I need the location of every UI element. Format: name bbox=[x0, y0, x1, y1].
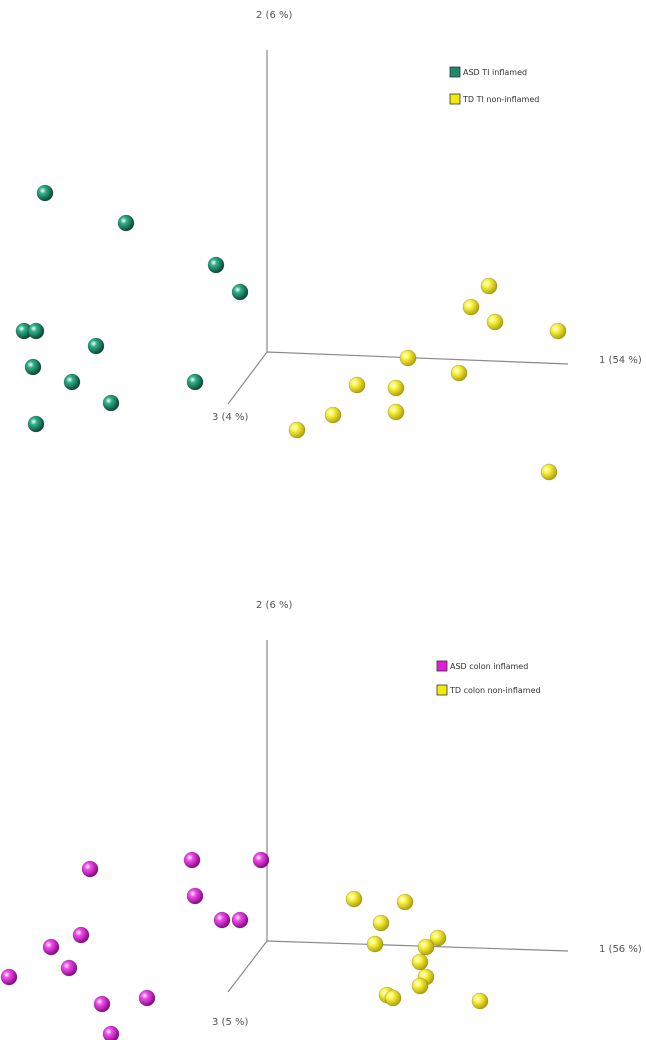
legend-swatch-asd-ti bbox=[449, 66, 461, 78]
point-td-colon-non-inflamed-2 bbox=[396, 893, 414, 911]
point-td-colon-non-inflamed-1 bbox=[345, 890, 363, 908]
x-axis-label: 1 (56 %) bbox=[599, 944, 642, 955]
point-asd-ti-inflamed-9 bbox=[63, 373, 81, 391]
point-td-colon-non-inflamed-9 bbox=[411, 977, 429, 995]
point-asd-ti-inflamed-3 bbox=[207, 256, 225, 274]
point-td-ti-non-inflamed-1 bbox=[480, 277, 498, 295]
point-asd-colon-inflamed-2 bbox=[252, 851, 270, 869]
point-td-colon-non-inflamed-12 bbox=[471, 992, 489, 1010]
x-axis-line bbox=[266, 351, 569, 365]
x-axis-line bbox=[266, 940, 569, 952]
point-asd-colon-inflamed-9 bbox=[60, 959, 78, 977]
legend: ASD colon inflamed TD colon non-inflamed bbox=[436, 660, 541, 696]
point-asd-colon-inflamed-6 bbox=[231, 911, 249, 929]
point-td-ti-non-inflamed-10 bbox=[324, 406, 342, 424]
y-axis-label: 2 (6 %) bbox=[256, 10, 292, 21]
point-td-ti-non-inflamed-2 bbox=[462, 298, 480, 316]
pca-plot-colon: 2 (6 %) 1 (56 %) 3 (5 %) ASD colon infla… bbox=[0, 600, 642, 1040]
legend-label-asd-colon: ASD colon inflamed bbox=[450, 662, 528, 671]
point-td-ti-non-inflamed-5 bbox=[399, 349, 417, 367]
legend-swatch-td-ti bbox=[449, 93, 461, 105]
point-asd-colon-inflamed-12 bbox=[93, 995, 111, 1013]
pca-plot-ti: 2 (6 %) 1 (54 %) 3 (4 %) ASD TI inflamed… bbox=[15, 10, 642, 481]
point-td-ti-non-inflamed-9 bbox=[387, 403, 405, 421]
point-asd-colon-inflamed-5 bbox=[213, 911, 231, 929]
point-asd-colon-inflamed-1 bbox=[183, 851, 201, 869]
legend-label-asd-ti: ASD TI inflamed bbox=[463, 68, 527, 77]
point-asd-ti-inflamed-8 bbox=[24, 358, 42, 376]
legend-swatch-asd-colon bbox=[436, 660, 448, 672]
x-axis-label: 1 (54 %) bbox=[599, 355, 642, 366]
point-asd-colon-inflamed-7 bbox=[72, 926, 90, 944]
point-td-ti-non-inflamed-6 bbox=[450, 364, 468, 382]
point-asd-colon-inflamed-11 bbox=[138, 989, 156, 1007]
point-td-colon-non-inflamed-7 bbox=[411, 953, 429, 971]
z-axis-line bbox=[227, 351, 268, 405]
y-axis-label: 2 (6 %) bbox=[256, 600, 292, 611]
point-asd-ti-inflamed-11 bbox=[102, 394, 120, 412]
point-asd-ti-inflamed-2 bbox=[117, 214, 135, 232]
point-asd-ti-inflamed-1 bbox=[36, 184, 54, 202]
z-axis-label: 3 (5 %) bbox=[212, 1017, 248, 1028]
z-axis-label: 3 (4 %) bbox=[212, 412, 248, 423]
point-td-ti-non-inflamed-4 bbox=[549, 322, 567, 340]
point-td-colon-non-inflamed-6 bbox=[417, 938, 435, 956]
legend-label-td-colon: TD colon non-inflamed bbox=[449, 686, 541, 695]
point-td-ti-non-inflamed-8 bbox=[387, 379, 405, 397]
point-td-ti-non-inflamed-12 bbox=[540, 463, 558, 481]
point-asd-colon-inflamed-8 bbox=[42, 938, 60, 956]
point-td-colon-non-inflamed-4 bbox=[429, 929, 447, 947]
z-axis-line bbox=[227, 940, 268, 993]
point-asd-ti-inflamed-6 bbox=[27, 322, 45, 340]
legend-label-td-ti: TD TI non-inflamed bbox=[462, 95, 539, 104]
point-td-ti-non-inflamed-11 bbox=[288, 421, 306, 439]
point-td-ti-non-inflamed-3 bbox=[486, 313, 504, 331]
point-asd-colon-inflamed-4 bbox=[186, 887, 204, 905]
legend-swatch-td-colon bbox=[436, 684, 448, 696]
point-asd-colon-inflamed-13 bbox=[102, 1025, 120, 1040]
legend: ASD TI inflamed TD TI non-inflamed bbox=[449, 66, 539, 105]
point-asd-colon-inflamed-3 bbox=[81, 860, 99, 878]
point-asd-ti-inflamed-12 bbox=[27, 415, 45, 433]
point-asd-ti-inflamed-10 bbox=[186, 373, 204, 391]
point-asd-colon-inflamed-10 bbox=[0, 968, 18, 986]
point-asd-ti-inflamed-7 bbox=[87, 337, 105, 355]
point-td-ti-non-inflamed-7 bbox=[348, 376, 366, 394]
point-td-colon-non-inflamed-11 bbox=[384, 989, 402, 1007]
point-asd-ti-inflamed-4 bbox=[231, 283, 249, 301]
point-td-colon-non-inflamed-3 bbox=[372, 914, 390, 932]
point-td-colon-non-inflamed-5 bbox=[366, 935, 384, 953]
